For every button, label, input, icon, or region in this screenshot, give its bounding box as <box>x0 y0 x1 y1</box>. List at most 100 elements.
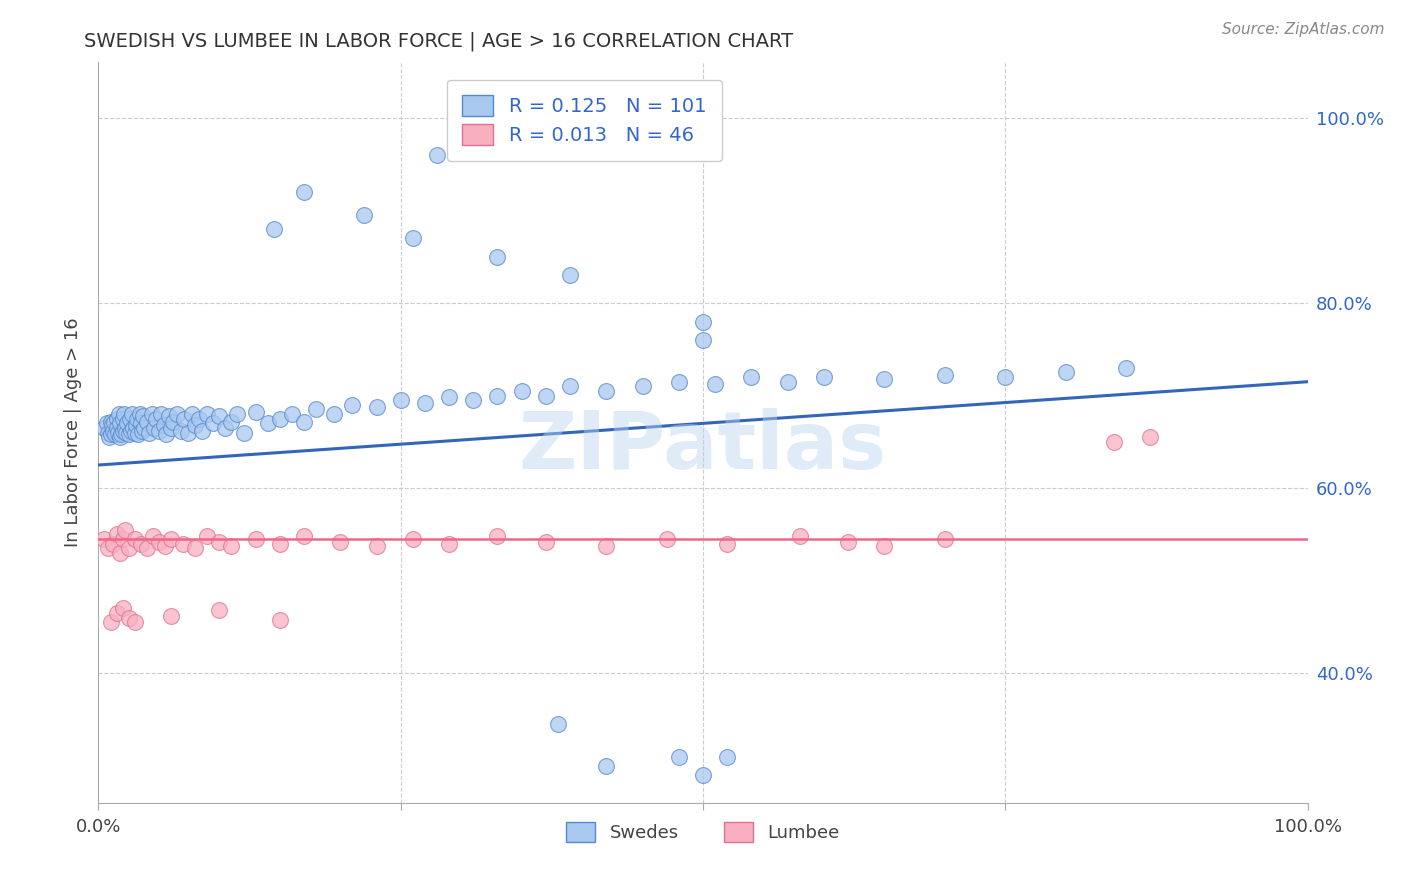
Point <box>111 411 134 425</box>
Point <box>100 615 122 630</box>
Point <box>128 407 150 421</box>
Point <box>837 534 859 549</box>
Point <box>202 417 225 431</box>
Point <box>124 425 146 440</box>
Point <box>125 418 148 433</box>
Point <box>558 379 581 393</box>
Point <box>437 536 460 550</box>
Point <box>366 400 388 414</box>
Point <box>97 541 120 556</box>
Point <box>120 424 142 438</box>
Point <box>934 368 956 383</box>
Point <box>353 208 375 222</box>
Point <box>595 384 617 398</box>
Point <box>100 418 122 433</box>
Point <box>195 529 218 543</box>
Point <box>463 393 485 408</box>
Point <box>100 427 122 442</box>
Point <box>105 527 128 541</box>
Point <box>150 407 173 421</box>
Point <box>118 411 141 425</box>
Point <box>143 421 166 435</box>
Point <box>692 315 714 329</box>
Point <box>342 398 364 412</box>
Point <box>426 148 449 162</box>
Point <box>534 389 557 403</box>
Point <box>226 407 249 421</box>
Point <box>402 532 425 546</box>
Point <box>1115 360 1137 375</box>
Point <box>256 417 278 431</box>
Point <box>595 539 617 553</box>
Point <box>141 407 163 421</box>
Point <box>101 536 124 550</box>
Point <box>631 379 654 393</box>
Point <box>177 425 200 440</box>
Point <box>152 418 174 433</box>
Point <box>776 375 799 389</box>
Point <box>108 407 131 421</box>
Point <box>402 231 425 245</box>
Point <box>813 370 835 384</box>
Point <box>510 384 533 398</box>
Point <box>187 411 209 425</box>
Point <box>486 250 509 264</box>
Point <box>1102 434 1125 449</box>
Point <box>127 411 149 425</box>
Point <box>155 427 177 442</box>
Point <box>124 615 146 630</box>
Point <box>329 534 352 549</box>
Point <box>595 758 617 772</box>
Point <box>132 409 155 423</box>
Point <box>292 529 315 543</box>
Point <box>323 407 346 421</box>
Point <box>716 536 738 550</box>
Point <box>118 541 141 556</box>
Point <box>534 534 557 549</box>
Point <box>195 407 218 421</box>
Point <box>98 430 121 444</box>
Point <box>269 613 291 627</box>
Point <box>160 532 183 546</box>
Point <box>127 427 149 442</box>
Point <box>450 111 472 125</box>
Point <box>1054 366 1077 380</box>
Point <box>221 415 243 429</box>
Point <box>292 185 315 199</box>
Point <box>184 418 207 433</box>
Point <box>208 534 231 549</box>
Y-axis label: In Labor Force | Age > 16: In Labor Force | Age > 16 <box>63 318 82 548</box>
Point <box>692 768 714 782</box>
Point <box>138 425 160 440</box>
Point <box>413 396 436 410</box>
Point <box>389 393 412 408</box>
Point <box>1139 430 1161 444</box>
Point <box>134 421 156 435</box>
Point <box>118 610 141 624</box>
Point <box>118 427 141 442</box>
Point <box>655 532 678 546</box>
Point <box>166 407 188 421</box>
Text: ZIPatlas: ZIPatlas <box>519 409 887 486</box>
Point <box>269 536 291 550</box>
Point <box>162 415 184 429</box>
Point <box>108 417 131 431</box>
Point <box>169 424 191 438</box>
Point <box>547 717 569 731</box>
Point <box>101 424 124 438</box>
Point <box>107 425 129 440</box>
Point <box>157 409 180 423</box>
Text: Source: ZipAtlas.com: Source: ZipAtlas.com <box>1222 22 1385 37</box>
Point <box>145 411 167 425</box>
Point <box>105 411 128 425</box>
Point <box>111 424 134 438</box>
Point <box>114 523 136 537</box>
Point <box>97 425 120 440</box>
Point <box>221 539 243 553</box>
Point <box>110 427 132 442</box>
Point <box>122 421 145 435</box>
Point <box>263 222 285 236</box>
Point <box>105 606 128 620</box>
Point <box>232 425 254 440</box>
Point <box>135 541 157 556</box>
